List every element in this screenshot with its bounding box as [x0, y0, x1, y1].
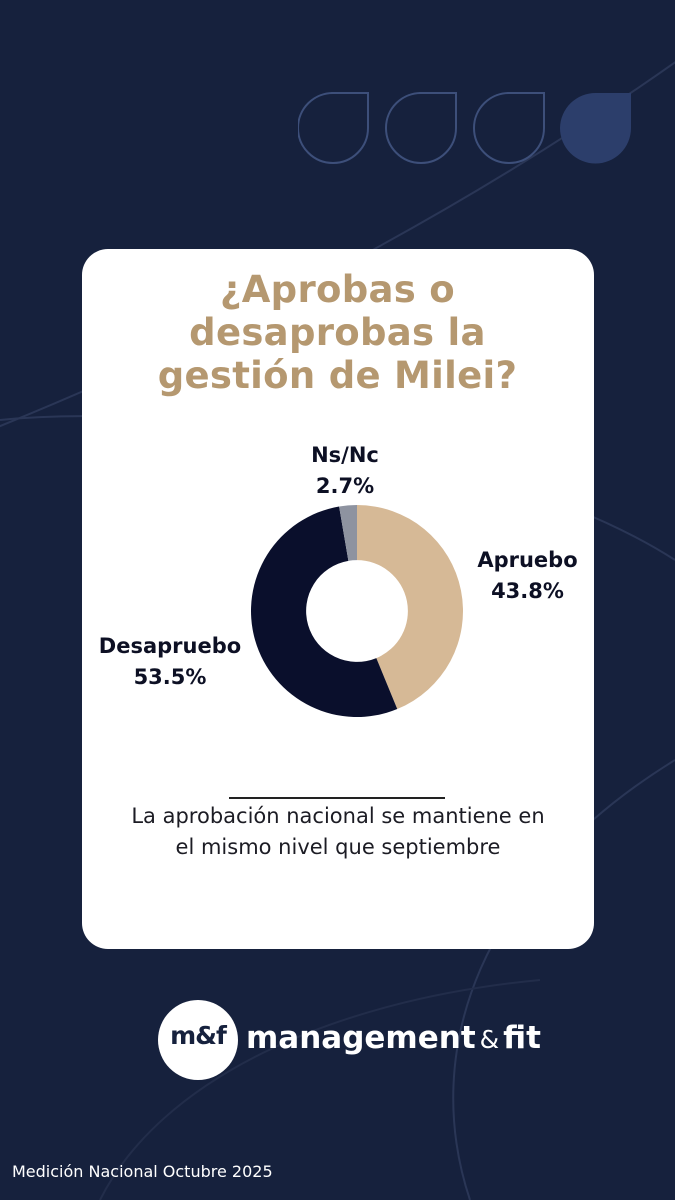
label-desapruebo-name: Desapruebo [98, 634, 242, 658]
chart-title-line: gestión de Milei? [157, 354, 518, 397]
divider-line [229, 797, 445, 799]
chart-note-line: el mismo nivel que septiembre [175, 835, 501, 859]
brand-logo-circle [158, 1000, 238, 1080]
label-desapruebo: Desapruebo 53.5% [80, 631, 260, 693]
chart-title: ¿Aprobas o desaprobas la gestión de Mile… [0, 268, 675, 397]
chart-title-line: desaprobas la [189, 311, 486, 354]
label-nsnc-value: 2.7% [315, 474, 375, 498]
label-apruebo-value: 43.8% [491, 579, 564, 603]
donut-slice-ns-nc [339, 505, 357, 561]
progress-drops [298, 92, 631, 164]
donut-chart [251, 505, 463, 717]
donut-slice-desapruebo [251, 506, 398, 717]
drop-outline-icon [298, 92, 369, 164]
drop-filled-icon [560, 92, 631, 164]
brand-logo-mark: m&f [170, 1021, 227, 1050]
brand-name-part1: management [246, 1020, 476, 1056]
donut-slice-apruebo [357, 505, 463, 710]
drop-outline-icon [472, 92, 545, 164]
brand-ampersand: & [479, 1025, 500, 1054]
label-nsnc-name: Ns/Nc [311, 443, 379, 467]
label-apruebo-name: Apruebo [477, 548, 578, 572]
label-nsnc: Ns/Nc 2.7% [295, 440, 395, 502]
chart-card [82, 249, 594, 949]
chart-note: La aprobación nacional se mantiene en el… [82, 801, 594, 863]
brand-name: management & fit [246, 1018, 541, 1062]
chart-note-line: La aprobación nacional se mantiene en [131, 804, 545, 828]
label-desapruebo-value: 53.5% [133, 665, 207, 689]
brand-name-part2: fit [503, 1020, 541, 1056]
chart-title-line: ¿Aprobas o [219, 268, 456, 311]
drop-outline-icon [384, 92, 457, 164]
label-apruebo: Apruebo 43.8% [460, 545, 595, 607]
footer-caption: Medición Nacional Octubre 2025 [12, 1162, 273, 1181]
